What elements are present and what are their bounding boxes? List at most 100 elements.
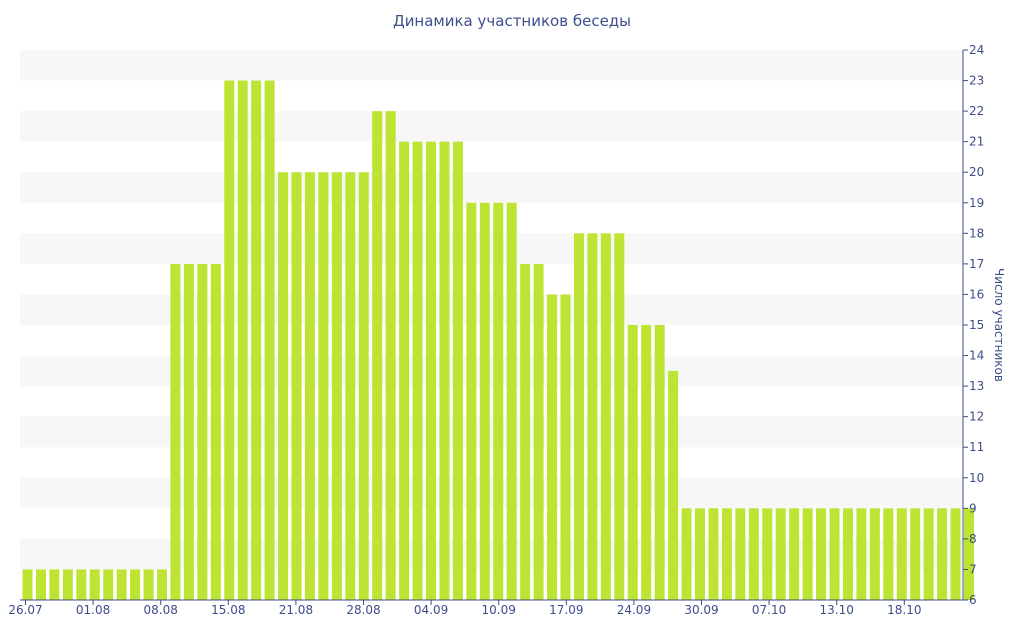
grid-band xyxy=(20,111,963,142)
x-tick-label: 21.08 xyxy=(279,603,313,617)
bar xyxy=(883,508,894,600)
bar xyxy=(829,508,840,600)
x-tick-label: 26.07 xyxy=(8,603,42,617)
bar xyxy=(668,370,679,600)
bar xyxy=(721,508,732,600)
x-tick-label: 28.08 xyxy=(346,603,380,617)
bar xyxy=(210,263,221,600)
bar xyxy=(278,172,289,600)
bar xyxy=(654,325,665,600)
grid-band xyxy=(20,294,963,325)
y-axis: 6 7 8 9 10 11 12 13 14 15 16 17 18 19 20 21 22 23 24 xyxy=(962,43,984,607)
bar xyxy=(224,80,235,600)
x-tick-label: 13.10 xyxy=(820,603,854,617)
bar xyxy=(614,233,625,600)
bar xyxy=(304,172,315,600)
y-tick-label: 11 xyxy=(969,440,984,454)
x-tick-label: 07.10 xyxy=(752,603,786,617)
bar xyxy=(49,569,60,600)
bar xyxy=(89,569,100,600)
y-tick-label: 6 xyxy=(969,593,977,607)
y-tick-label: 15 xyxy=(969,318,984,332)
bar xyxy=(264,80,275,600)
bar xyxy=(587,233,598,600)
bar-series xyxy=(22,80,974,601)
grid-band xyxy=(20,416,963,448)
y-tick-label: 24 xyxy=(969,43,984,57)
bar xyxy=(197,263,208,600)
bar xyxy=(869,508,880,600)
bar xyxy=(331,172,342,600)
bar xyxy=(856,508,867,600)
x-axis: 26.07 01.08 08.08 15.08 21.08 28.08 04.09 10.09… xyxy=(8,599,963,617)
bar xyxy=(466,202,477,600)
bar xyxy=(479,202,490,600)
x-tick-label: 01.08 xyxy=(76,603,110,617)
bar xyxy=(789,508,800,600)
bar xyxy=(345,172,356,600)
bar xyxy=(600,233,611,600)
x-tick-label: 10.09 xyxy=(482,603,516,617)
bar xyxy=(426,141,436,601)
bar xyxy=(62,569,73,600)
bar xyxy=(103,569,114,600)
bar xyxy=(964,508,974,600)
x-tick-label: 30.09 xyxy=(684,603,718,617)
bar xyxy=(35,569,46,600)
bar xyxy=(816,508,827,600)
bar xyxy=(439,141,450,601)
bar xyxy=(399,141,410,601)
bar xyxy=(372,111,383,601)
bar xyxy=(157,569,167,600)
bar xyxy=(506,202,517,600)
background-bands xyxy=(20,50,963,570)
x-tick-label: 04.09 xyxy=(414,603,448,617)
bar xyxy=(896,508,907,600)
bar xyxy=(573,233,584,600)
bar xyxy=(802,508,813,600)
bar xyxy=(520,263,531,600)
bar xyxy=(735,508,746,600)
grid-band xyxy=(20,477,963,509)
bar xyxy=(695,508,705,600)
bar xyxy=(493,202,504,600)
grid-band xyxy=(20,50,963,81)
bar xyxy=(291,172,302,600)
bar xyxy=(923,508,934,600)
y-tick-label: 7 xyxy=(969,562,977,576)
x-tick-label: 08.08 xyxy=(144,603,178,617)
grid-band xyxy=(20,355,963,387)
x-tick-label: 17.09 xyxy=(549,603,583,617)
grid-band xyxy=(20,233,963,264)
y-tick-label: 10 xyxy=(969,471,984,485)
bar xyxy=(385,111,396,601)
bar xyxy=(762,508,773,600)
bar xyxy=(22,569,33,600)
bar xyxy=(775,508,786,600)
bar xyxy=(937,508,948,600)
bar xyxy=(251,80,262,600)
bar xyxy=(412,141,423,601)
bar xyxy=(358,172,369,600)
bar xyxy=(560,294,571,600)
bar xyxy=(76,569,87,600)
y-axis-title: Число участников xyxy=(992,268,1006,382)
bar xyxy=(237,80,248,600)
bar xyxy=(627,325,638,600)
y-tick-label: 8 xyxy=(969,532,977,546)
bar xyxy=(708,508,719,600)
grid-band xyxy=(20,172,963,203)
y-tick-label: 17 xyxy=(969,257,984,271)
bar xyxy=(950,508,961,600)
bar xyxy=(170,263,181,600)
bar xyxy=(116,569,127,600)
bar xyxy=(318,172,329,600)
y-tick-label: 9 xyxy=(969,501,977,515)
bar xyxy=(183,263,194,600)
x-tick-label: 18.10 xyxy=(887,603,921,617)
bar xyxy=(143,569,154,600)
bar xyxy=(681,508,692,600)
y-tick-label: 12 xyxy=(969,410,984,424)
